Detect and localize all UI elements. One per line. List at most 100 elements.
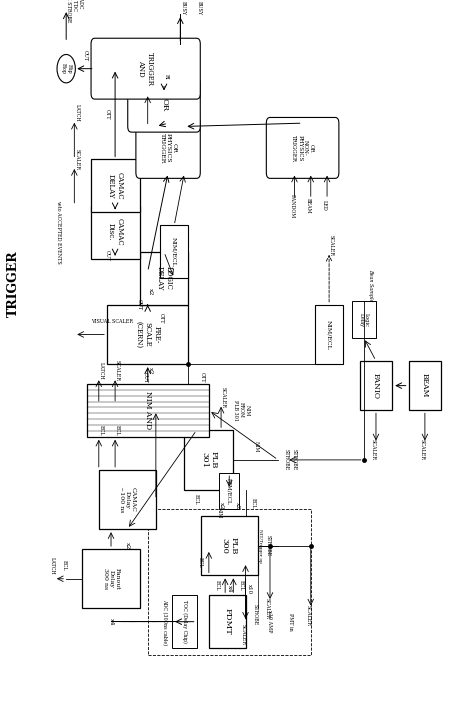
Text: LATCH: LATCH	[50, 557, 55, 574]
Text: LOGIC
DELAY: LOGIC DELAY	[155, 266, 173, 290]
Text: ADC (300ns cable): ADC (300ns cable)	[161, 599, 167, 645]
Text: PRE-
SCALE
(CERN): PRE- SCALE (CERN)	[135, 321, 161, 348]
Bar	[315, 305, 344, 364]
Text: STROBE: STROBE	[284, 449, 289, 471]
Text: Bean Sample: Bean Sample	[368, 269, 373, 301]
Text: x2: x2	[125, 542, 130, 550]
Bar	[87, 384, 209, 437]
Text: SCALER: SCALER	[74, 149, 79, 170]
Text: FANIO: FANIO	[372, 373, 380, 398]
Text: VISUAL SCALER: VISUAL SCALER	[91, 319, 133, 324]
Text: RANDOM: RANDOM	[289, 194, 294, 218]
Text: SCALER: SCALER	[221, 387, 226, 408]
Text: CAMAC
Delay
~100 ns: CAMAC Delay ~100 ns	[119, 486, 136, 513]
Bar	[209, 595, 245, 648]
Text: veto ACCEPTED EVENTS: veto ACCEPTED EVENTS	[55, 200, 60, 264]
Text: NIT/Trigger op: NIT/Trigger op	[258, 529, 262, 562]
Text: OR: OR	[160, 99, 168, 111]
Text: SCALER: SCALER	[306, 605, 311, 626]
Text: LATCH: LATCH	[74, 104, 79, 122]
Text: PLB
300: PLB 300	[221, 537, 238, 555]
Text: BEAM: BEAM	[306, 198, 311, 214]
Bar	[91, 160, 140, 212]
FancyBboxPatch shape	[128, 78, 200, 132]
Text: SCALER: SCALER	[420, 439, 425, 461]
Text: x10: x10	[247, 584, 252, 594]
Text: STROBE: STROBE	[266, 535, 271, 557]
Bar	[201, 516, 258, 575]
Text: CAMAC
DELAY: CAMAC DELAY	[107, 172, 124, 200]
Text: ECL: ECL	[115, 425, 120, 435]
Text: OUT: OUT	[137, 299, 142, 310]
Text: Logic
Delay: Logic Delay	[358, 312, 369, 327]
Text: ECL: ECL	[62, 560, 67, 571]
Text: x2: x2	[235, 503, 240, 510]
Bar	[172, 595, 196, 648]
Bar	[107, 305, 188, 364]
Text: x2: x2	[218, 503, 224, 510]
Text: x10 AMP: x10 AMP	[267, 611, 273, 633]
Text: Flip
Flop: Flip Flop	[61, 63, 71, 74]
Text: PLB
301: PLB 301	[200, 452, 218, 469]
Text: SCALER: SCALER	[115, 360, 120, 381]
Text: ECL: ECL	[251, 498, 256, 508]
Text: OTT: OTT	[104, 109, 109, 119]
Text: TRIGGER: TRIGGER	[7, 251, 20, 317]
FancyBboxPatch shape	[136, 117, 200, 178]
Text: OUT: OUT	[82, 50, 87, 61]
Bar	[91, 206, 140, 258]
Text: NIM/ECL: NIM/ECL	[172, 237, 177, 267]
Text: NIM: NIM	[217, 507, 222, 518]
Text: BUSY: BUSY	[180, 1, 185, 15]
Text: NIM AND: NIM AND	[144, 391, 152, 430]
Text: STROBE: STROBE	[253, 604, 258, 626]
Bar	[99, 470, 156, 529]
Text: SCALER: SCALER	[329, 235, 334, 256]
Bar	[185, 430, 233, 490]
Text: SCALER: SCALER	[371, 439, 376, 461]
Text: GATE ADC
START TDC
LATCH STROBE: GATE ADC START TDC LATCH STROBE	[66, 0, 83, 23]
Text: BEAM: BEAM	[421, 373, 429, 398]
Text: ECL: ECL	[214, 580, 219, 591]
Text: NIM
FROM
PLB 301: NIM FROM PLB 301	[233, 400, 250, 421]
Text: x4: x4	[109, 618, 114, 626]
Text: Fanout
Delay
300 ns: Fanout Delay 300 ns	[103, 568, 120, 589]
Text: x2: x2	[147, 288, 153, 295]
Text: OTT: OTT	[159, 312, 164, 323]
Text: LED: LED	[322, 200, 327, 211]
Text: OR
PHYSICS
TRIGGER: OR PHYSICS TRIGGER	[160, 133, 176, 163]
Text: SCALER: SCALER	[240, 624, 245, 645]
Text: LATCH: LATCH	[99, 362, 104, 380]
Text: TRIGGER
AND: TRIGGER AND	[137, 52, 154, 86]
Text: ECL: ECL	[99, 425, 104, 435]
Text: ECL: ECL	[198, 557, 203, 567]
Bar	[160, 226, 188, 278]
Text: NIM/ECL: NIM/ECL	[327, 320, 332, 349]
Text: x4: x4	[227, 585, 232, 592]
Bar	[219, 473, 240, 510]
Text: FDMT: FDMT	[223, 608, 231, 635]
Bar	[409, 361, 441, 410]
Text: ECL: ECL	[239, 580, 244, 591]
Text: BUSY: BUSY	[196, 1, 202, 15]
Text: SCALER: SCALER	[265, 598, 270, 619]
Bar	[140, 252, 188, 305]
FancyBboxPatch shape	[91, 38, 200, 99]
Text: x2: x2	[147, 367, 153, 374]
Text: ECL: ECL	[194, 494, 199, 505]
Text: NIM/ECL: NIM/ECL	[227, 478, 232, 505]
Text: OUT: OUT	[104, 250, 109, 261]
Bar	[352, 302, 376, 338]
Text: OTT: OTT	[200, 372, 205, 383]
Text: RI: RI	[164, 74, 169, 80]
FancyBboxPatch shape	[267, 117, 339, 178]
Text: OUT: OUT	[143, 372, 147, 383]
Text: OR
NON-
PHYSICS
TRIGGER: OR NON- PHYSICS TRIGGER	[291, 134, 314, 161]
Text: PMT in: PMT in	[288, 613, 293, 630]
Bar	[82, 549, 140, 608]
Text: STROBE: STROBE	[292, 449, 297, 471]
Text: NIM: NIM	[254, 441, 259, 452]
Bar	[360, 361, 392, 410]
Text: CAMAC
Disc.: CAMAC Disc.	[107, 218, 124, 246]
Bar	[147, 510, 311, 655]
